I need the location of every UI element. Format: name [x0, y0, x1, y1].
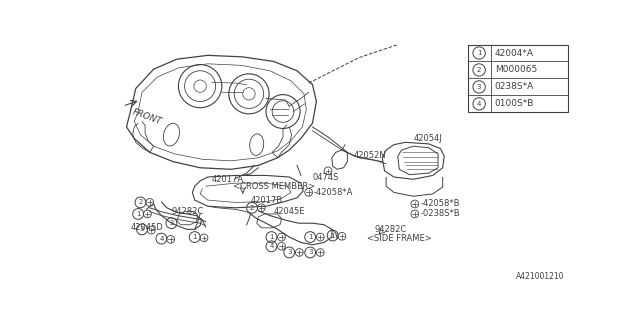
Text: 2: 2	[477, 67, 481, 73]
Text: 94282C: 94282C	[374, 225, 407, 234]
Text: 1: 1	[136, 211, 140, 217]
Text: 42052N: 42052N	[353, 151, 386, 160]
Text: -42058*B: -42058*B	[421, 199, 461, 208]
Text: 1: 1	[193, 234, 197, 240]
Text: -42058*A: -42058*A	[314, 188, 353, 197]
Text: 2: 2	[169, 220, 173, 226]
Text: 42004*A: 42004*A	[495, 49, 534, 58]
Bar	[467, 44, 568, 112]
Text: FRONT: FRONT	[131, 107, 163, 126]
Text: 1: 1	[477, 50, 481, 56]
Text: 42045D: 42045D	[131, 222, 163, 232]
Text: M000065: M000065	[495, 66, 537, 75]
Text: 0474S: 0474S	[312, 172, 339, 181]
Text: 42045E: 42045E	[274, 207, 305, 216]
Text: 1: 1	[269, 234, 274, 240]
Text: 4: 4	[159, 236, 164, 242]
Text: 42017B: 42017B	[250, 196, 283, 204]
Text: 4: 4	[269, 243, 274, 249]
Text: 3: 3	[477, 84, 481, 90]
Text: 0100S*B: 0100S*B	[495, 99, 534, 108]
Text: 1: 1	[330, 233, 335, 238]
Text: <SIDE FRAME>: <SIDE FRAME>	[367, 234, 431, 243]
Text: 3: 3	[287, 250, 291, 255]
Text: 3: 3	[140, 226, 144, 232]
Text: 2: 2	[250, 205, 254, 211]
Text: 2: 2	[138, 199, 143, 205]
Text: -0238S*B: -0238S*B	[421, 210, 461, 219]
Text: 1: 1	[308, 234, 312, 240]
Text: 3: 3	[308, 250, 312, 255]
Text: 0238S*A: 0238S*A	[495, 83, 534, 92]
Text: 42017A: 42017A	[212, 175, 244, 184]
Text: A421001210: A421001210	[516, 272, 564, 281]
Text: <CROSS MEMBER>: <CROSS MEMBER>	[233, 182, 315, 191]
Text: 4: 4	[477, 101, 481, 107]
Text: 94282C: 94282C	[172, 207, 204, 216]
Text: 42054J: 42054J	[413, 134, 442, 143]
